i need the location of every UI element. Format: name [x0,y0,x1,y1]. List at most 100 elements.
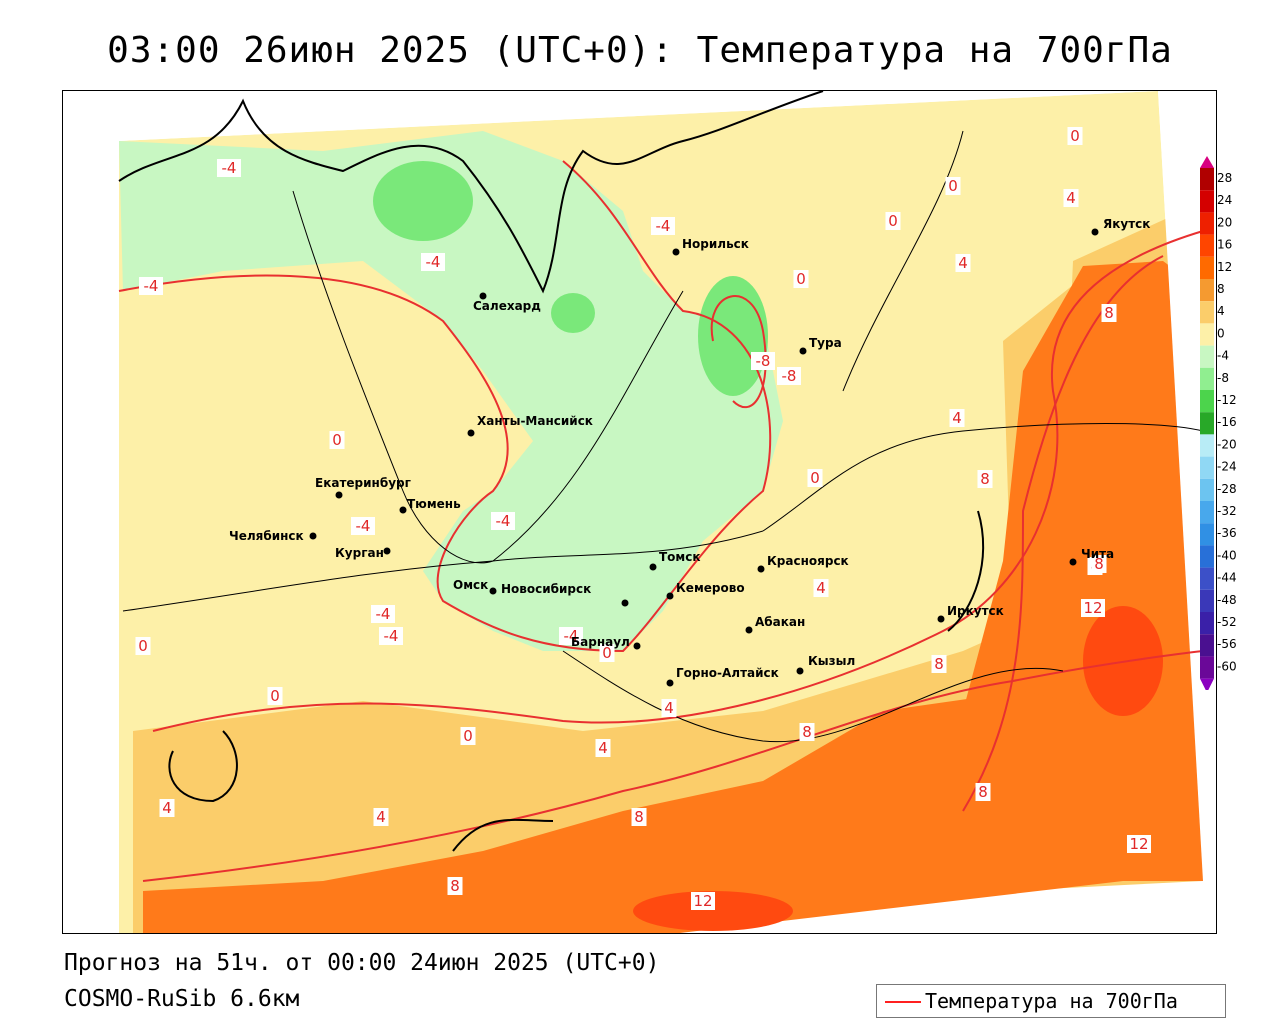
isoline-label: 4 [1066,189,1076,207]
legend-line-swatch [885,1001,921,1003]
isoline-label: -4 [376,605,391,623]
city-label: Кемерово [676,581,745,595]
isoline-label-bg [777,367,801,385]
scale-swatch [1200,501,1214,524]
scale-tick-label: 0 [1217,326,1225,340]
city-label: Кызыл [808,654,855,668]
isoline-label-bg [945,177,961,195]
scale-tick-label: -4 [1217,349,1229,363]
scale-tick-label: -60 [1217,659,1237,673]
isoline-label: -4 [496,512,511,530]
isoline-label-bg [807,469,823,487]
scale-swatch [1200,345,1214,368]
isoline-label: 0 [138,637,148,655]
city-dot [796,667,804,675]
admin-borders [122,130,1204,743]
city-dot [309,532,317,540]
isoline-label-bg [975,783,991,801]
scale-top-arrow [1200,156,1214,168]
isoline-label: -4 [384,627,399,645]
city-markers: Якутск Норильск Салехард Тура Ханты-Мансийск… [229,217,1150,687]
isoline-label-bg [159,799,175,817]
city-label: Тюмень [407,497,461,511]
city-dot [649,563,657,571]
scale-tick-label: -8 [1217,371,1229,385]
scale-swatch [1200,323,1214,346]
city-label: Красноярск [767,554,849,568]
scale-tick-label: -44 [1217,571,1237,585]
isoline-label-bg [691,892,715,910]
scale-swatch [1200,478,1214,501]
city-dot [666,679,674,687]
scale-bottom-arrow [1200,678,1214,690]
map-title: 03:00 26июн 2025 (UTC+0): Температура на… [107,30,1173,71]
isoline-label: 0 [463,727,473,745]
scale-swatch [1200,190,1214,213]
isoline-label: 12 [693,892,712,910]
city-label: Чита [1081,547,1114,561]
city-dot [335,491,343,499]
isoline-label: 0 [332,431,342,449]
isoline-labels: -4 -4 -4 -4 -4 -4 -4 -4 -4 -8 -8 0 0 0 0 0 0 0 0 0 0 4 4 4 4 4 4 4 4… [135,127,1151,910]
city-dot [467,429,475,437]
isoline-label-bg [1067,127,1083,145]
scale-swatch [1200,634,1214,657]
isoline-label: 4 [958,254,968,272]
isoline-label-bg [793,270,809,288]
isoline-label-bg [631,808,647,826]
isoline-label: -4 [564,627,579,645]
isoline-label: 0 [796,270,806,288]
isoline-label-bg [267,687,283,705]
city-dot [1069,558,1077,566]
isoline-label: 4 [376,808,386,826]
city-label: Томск [659,550,701,564]
scale-swatch [1200,567,1214,590]
isoline-label: 12 [1129,835,1148,853]
city-dot [666,592,674,600]
isoline-label: 0 [270,687,280,705]
legend-label: Температура на 700гПа [925,989,1178,1013]
city-dot [383,547,391,555]
isoline-label-bg [1101,304,1117,322]
isoline-label: 0 [888,212,898,230]
scale-swatch [1200,168,1214,191]
isoline-label: -4 [656,217,671,235]
scale-tick-label: -24 [1217,460,1237,474]
isoline-label: 8 [450,877,460,895]
isoline-label-bg [329,431,345,449]
scale-tick-label: 4 [1217,304,1225,318]
isoline-label-bg [955,254,971,272]
scale-tick-label: -36 [1217,526,1237,540]
scale-tick-label: -20 [1217,437,1237,451]
isoline-label: 0 [1070,127,1080,145]
city-label: Якутск [1103,217,1150,231]
isoline-label: 12 [1083,599,1102,617]
scale-tick-label: -40 [1217,548,1237,562]
scale-swatch [1200,212,1214,235]
scale-swatch [1200,301,1214,324]
city-dot [489,587,497,595]
city-label: Новосибирск [501,582,591,596]
city-dot [757,565,765,573]
city-label: Норильск [682,237,749,251]
isoline-label: 4 [664,699,674,717]
isoline-label-bg [949,409,965,427]
isoline-label: 4 [162,799,172,817]
isoline-label: -8 [782,367,797,385]
scale-swatch [1200,545,1214,568]
scale-tick-label: 8 [1217,282,1225,296]
isoline-label: 4 [816,579,826,597]
temperature-map: -4 -4 -4 -4 -4 -4 -4 -4 -4 -8 -8 0 0 0 0 0 0 0 0 0 0 4 4 4 4 4 4 4 4… [62,90,1217,934]
scale-tick-label: -28 [1217,482,1237,496]
city-dot [672,248,680,256]
isoline-label-bg [371,605,395,623]
scale-swatch [1200,279,1214,302]
scale-swatch [1200,234,1214,257]
scale-swatch [1200,456,1214,479]
isoline-label-bg [351,517,375,535]
city-label: Ханты-Мансийск [477,414,593,428]
isoline-label-bg [1091,555,1107,573]
isoline-label-bg [460,727,476,745]
isoline-label: -4 [356,517,371,535]
model-name: COSMO-RuSib 6.6км [64,986,300,1012]
